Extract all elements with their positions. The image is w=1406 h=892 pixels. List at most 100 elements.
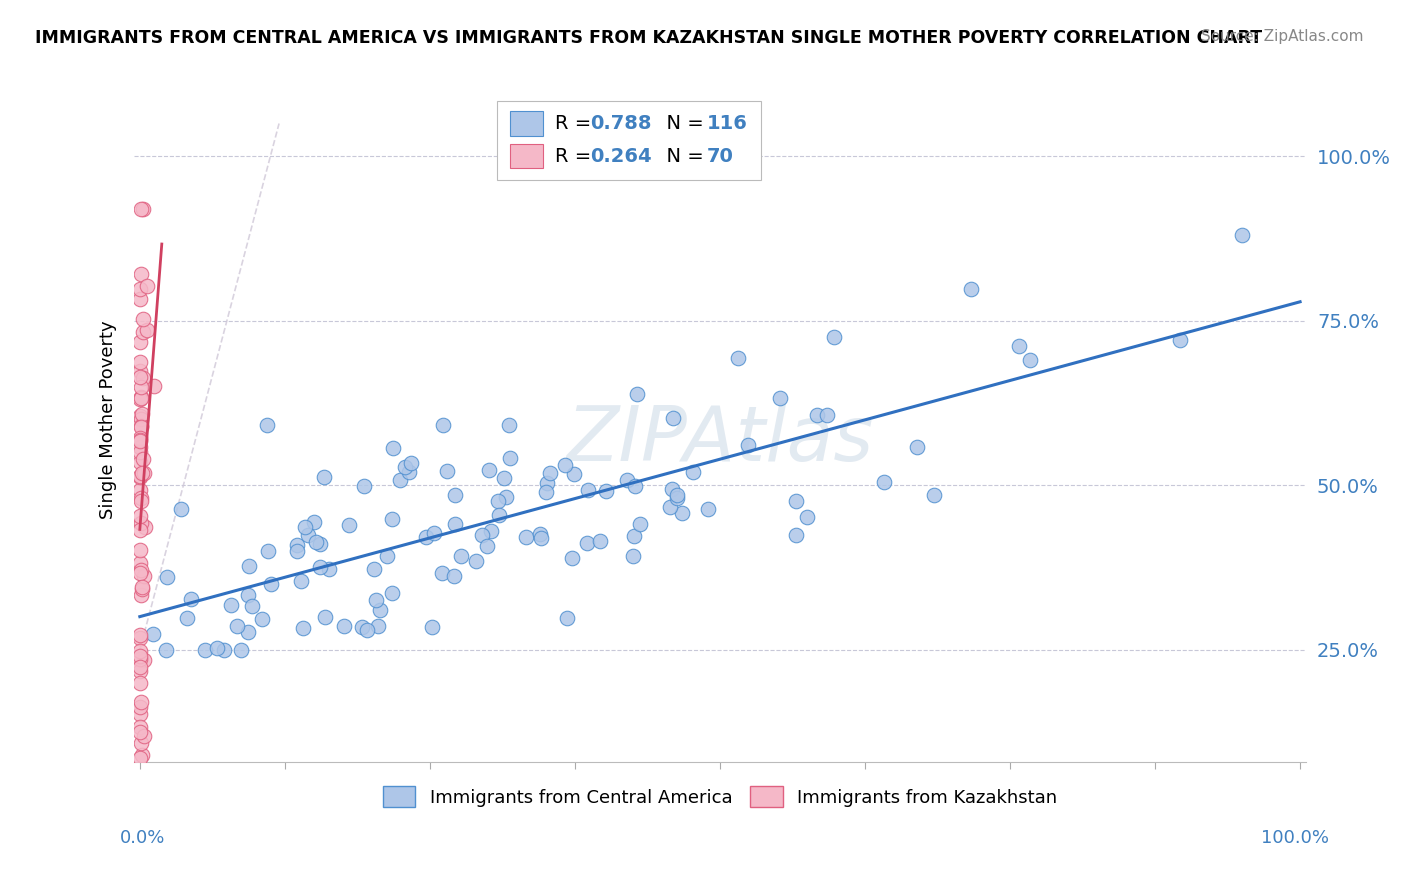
- Point: [240, 599, 263, 613]
- Point: [128, 699, 150, 714]
- Text: 0.0%: 0.0%: [120, 829, 165, 847]
- Point: [128, 470, 150, 484]
- Point: [499, 450, 522, 465]
- Text: R =: R =: [555, 146, 598, 166]
- Point: [212, 643, 235, 657]
- Text: ZIPAtlas: ZIPAtlas: [567, 403, 873, 477]
- Point: [129, 707, 152, 722]
- Point: [621, 549, 644, 564]
- Point: [132, 312, 155, 326]
- Point: [142, 627, 165, 641]
- Point: [129, 720, 152, 734]
- Point: [259, 577, 281, 591]
- Point: [170, 502, 193, 516]
- Point: [478, 463, 501, 477]
- Point: [250, 612, 273, 626]
- Point: [498, 418, 520, 433]
- Point: [129, 355, 152, 369]
- Point: [626, 386, 648, 401]
- Point: [236, 625, 259, 640]
- Point: [1018, 352, 1040, 367]
- Point: [132, 371, 155, 385]
- Point: [450, 549, 472, 563]
- Point: [471, 528, 494, 542]
- Y-axis label: Single Mother Poverty: Single Mother Poverty: [100, 320, 117, 519]
- Point: [785, 494, 807, 508]
- Point: [129, 588, 152, 602]
- Point: [823, 330, 845, 344]
- Point: [129, 445, 152, 459]
- Point: [381, 512, 404, 526]
- Text: 70: 70: [707, 146, 734, 166]
- Point: [564, 467, 586, 481]
- Point: [292, 620, 315, 634]
- Point: [129, 695, 152, 709]
- Point: [129, 420, 152, 434]
- Point: [131, 516, 153, 530]
- Point: [658, 500, 681, 515]
- Point: [488, 508, 510, 522]
- Point: [128, 556, 150, 570]
- Point: [128, 664, 150, 678]
- Point: [129, 632, 152, 646]
- Point: [1230, 227, 1253, 242]
- Point: [589, 534, 612, 549]
- Point: [132, 568, 155, 582]
- Point: [129, 660, 152, 674]
- Point: [576, 483, 599, 497]
- Point: [381, 586, 404, 600]
- Point: [530, 532, 553, 546]
- Point: [333, 619, 356, 633]
- Point: [464, 554, 486, 568]
- Text: IMMIGRANTS FROM CENTRAL AMERICA VS IMMIGRANTS FROM KAZAKHSTAN SINGLE MOTHER POVE: IMMIGRANTS FROM CENTRAL AMERICA VS IMMIG…: [35, 29, 1263, 46]
- Point: [394, 460, 416, 475]
- Point: [136, 323, 159, 337]
- Point: [128, 676, 150, 690]
- Text: N =: N =: [654, 146, 710, 166]
- Point: [131, 580, 153, 594]
- Point: [129, 566, 152, 580]
- Point: [785, 528, 807, 542]
- Point: [353, 478, 375, 492]
- Point: [256, 417, 278, 432]
- Point: [364, 592, 387, 607]
- FancyBboxPatch shape: [510, 111, 543, 136]
- Point: [1170, 333, 1192, 347]
- Point: [337, 517, 360, 532]
- Point: [128, 651, 150, 665]
- Point: [367, 619, 389, 633]
- Point: [534, 485, 557, 500]
- Point: [290, 574, 312, 589]
- Point: [665, 491, 688, 505]
- Point: [536, 476, 558, 491]
- Point: [131, 202, 153, 216]
- Point: [231, 643, 253, 657]
- Point: [443, 488, 465, 502]
- Point: [309, 537, 332, 551]
- Point: [488, 493, 510, 508]
- Point: [129, 409, 152, 424]
- Point: [769, 392, 792, 406]
- Point: [129, 491, 152, 505]
- Point: [796, 510, 818, 524]
- Point: [134, 519, 156, 533]
- Point: [401, 456, 423, 470]
- Point: [297, 528, 319, 542]
- Point: [624, 479, 647, 493]
- Point: [873, 475, 896, 489]
- Legend: Immigrants from Central America, Immigrants from Kazakhstan: Immigrants from Central America, Immigra…: [375, 779, 1064, 814]
- Text: 100.0%: 100.0%: [1261, 829, 1329, 847]
- Point: [128, 440, 150, 454]
- Point: [128, 433, 150, 447]
- Point: [350, 620, 373, 634]
- Point: [226, 619, 249, 633]
- Point: [129, 455, 152, 469]
- Point: [285, 544, 308, 558]
- Point: [595, 483, 617, 498]
- Point: [495, 491, 517, 505]
- Point: [129, 380, 152, 394]
- Point: [1008, 339, 1031, 353]
- Point: [623, 529, 645, 543]
- Point: [423, 525, 446, 540]
- Point: [128, 483, 150, 497]
